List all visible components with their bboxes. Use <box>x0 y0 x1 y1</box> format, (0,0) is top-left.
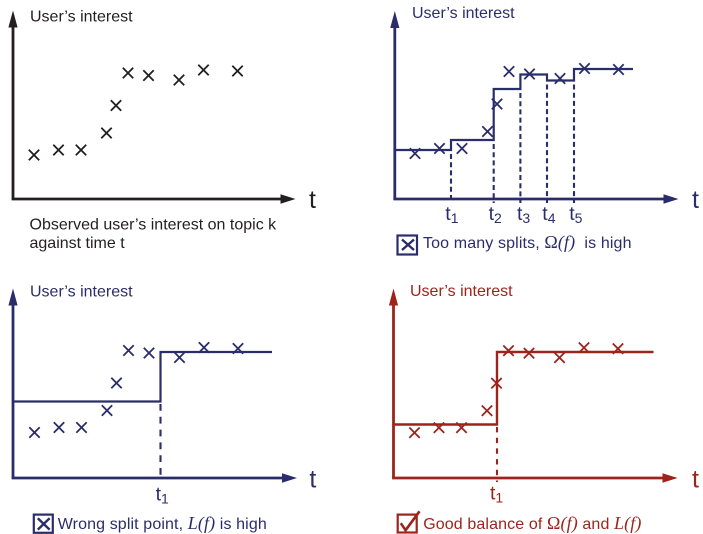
svg-text:t: t <box>692 466 699 494</box>
svg-text:User’s interest: User’s interest <box>412 5 515 22</box>
svg-text:Observed user’s interest on to: Observed user’s interest on topic k <box>30 217 278 234</box>
svg-text:User’s interest: User’s interest <box>30 8 133 25</box>
svg-text:Too many splits, Ω(f) is high: Too many splits, Ω(f) is high <box>423 232 632 253</box>
svg-text:User’s interest: User’s interest <box>30 284 133 301</box>
svg-text:User’s interest: User’s interest <box>410 283 513 300</box>
svg-text:t: t <box>309 466 316 494</box>
svg-text:Good balance of Ω(f) and L(f): Good balance of Ω(f) and L(f) <box>423 513 641 534</box>
svg-text:t: t <box>309 186 316 214</box>
svg-text:against time t: against time t <box>30 235 126 252</box>
svg-text:t: t <box>692 186 699 214</box>
svg-text:Wrong split point, L(f) is hig: Wrong split point, L(f) is high <box>58 513 267 534</box>
